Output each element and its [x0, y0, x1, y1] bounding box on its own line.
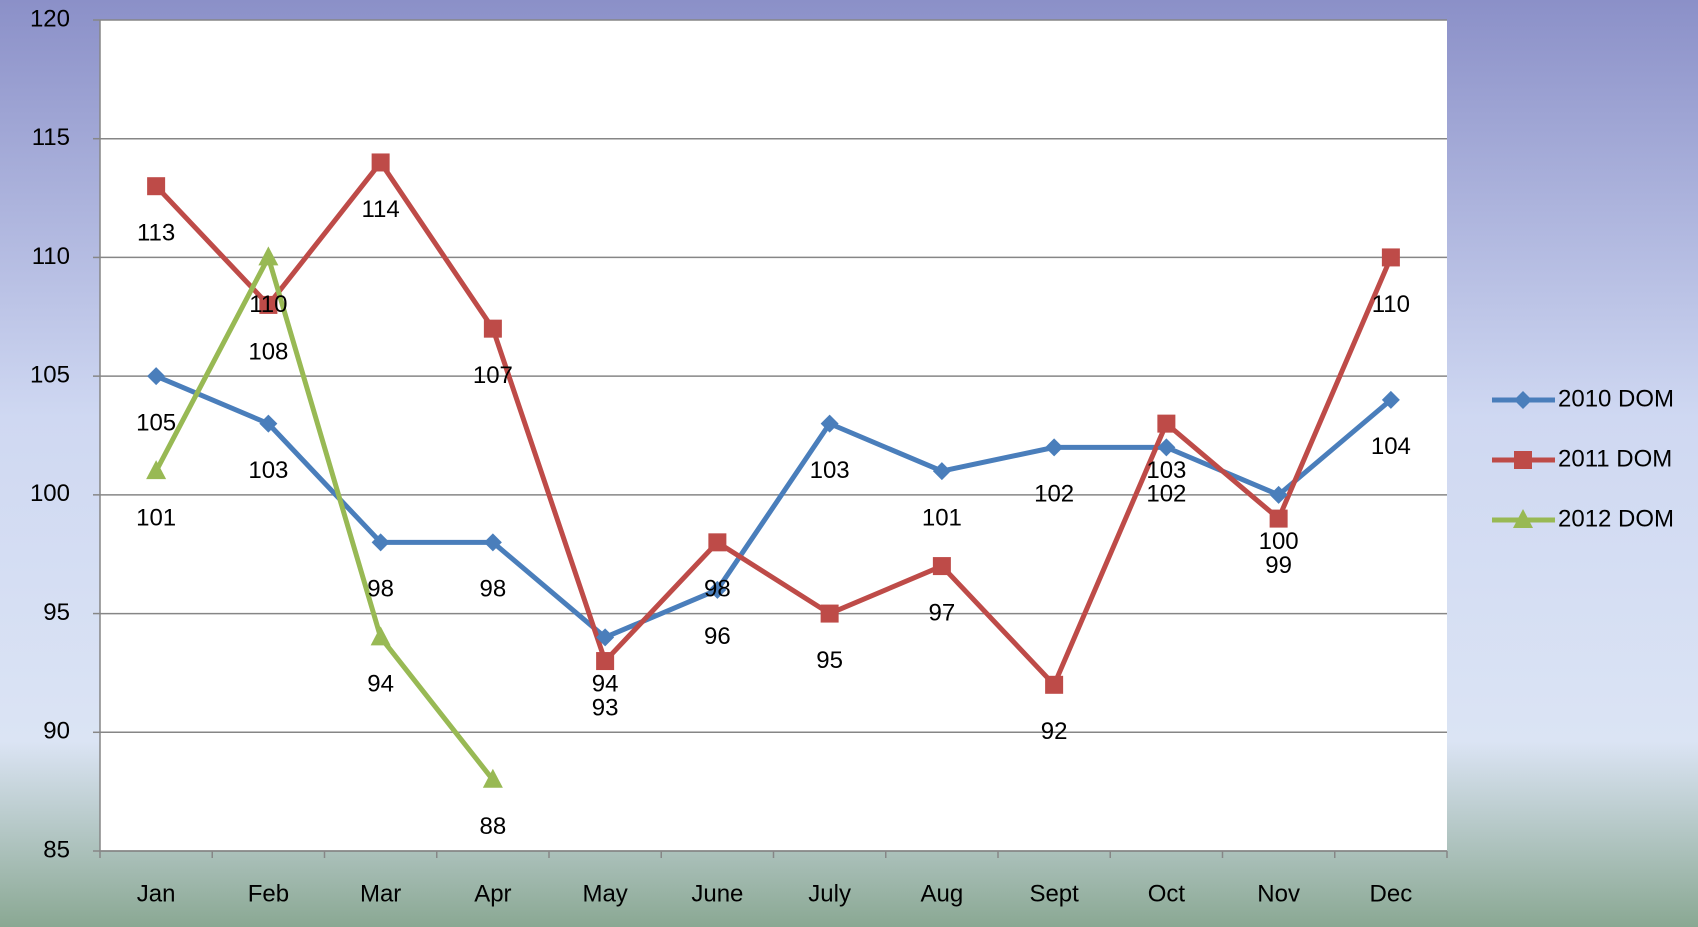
data-point [483, 319, 502, 338]
data-label: 95 [816, 647, 843, 674]
x-tick-label: Oct [1148, 880, 1186, 907]
data-point [371, 153, 390, 172]
data-label: 94 [592, 671, 619, 698]
x-tick-label: Feb [248, 880, 289, 907]
data-point [1269, 509, 1288, 528]
data-label: 92 [1041, 718, 1068, 745]
legend-label: 2012 DOM [1558, 505, 1674, 532]
data-point [147, 177, 166, 196]
data-point [370, 626, 391, 646]
data-point [1045, 438, 1064, 457]
data-label: 98 [367, 576, 394, 603]
data-point [1045, 675, 1064, 694]
data-label: 105 [136, 409, 176, 436]
data-label: 110 [1372, 291, 1410, 318]
y-tick-label: 85 [43, 836, 70, 863]
data-point [820, 414, 839, 433]
data-point [482, 768, 503, 788]
legend-marker [1514, 391, 1532, 409]
data-point [147, 367, 166, 386]
data-label: 113 [137, 220, 175, 247]
data-point [1381, 390, 1400, 409]
data-label: 103 [1146, 457, 1186, 484]
plot-area [100, 20, 1447, 851]
data-point [932, 462, 951, 481]
x-tick-label: June [691, 880, 743, 907]
data-point [708, 533, 727, 552]
data-label: 88 [480, 813, 507, 840]
data-point [932, 557, 951, 576]
data-label: 101 [922, 504, 962, 531]
data-point [820, 604, 839, 623]
data-point [259, 414, 278, 433]
y-tick-label: 110 [32, 243, 70, 270]
series-line [155, 373, 1393, 640]
x-tick-label: Aug [921, 880, 964, 907]
data-label: 107 [473, 362, 513, 389]
data-point [259, 295, 278, 314]
data-point [596, 628, 615, 647]
data-point [1381, 248, 1400, 267]
data-point [1157, 438, 1176, 457]
x-tick-label: Nov [1257, 880, 1300, 907]
data-label: 94 [367, 671, 394, 698]
data-label: 102 [1034, 481, 1074, 508]
series-line [154, 159, 1394, 688]
data-point [258, 246, 279, 266]
x-tick-label: May [582, 880, 627, 907]
data-point [708, 580, 727, 599]
data-label: 100 [1259, 528, 1299, 555]
data-point [371, 533, 390, 552]
data-point [1157, 414, 1176, 433]
data-label: 98 [704, 576, 731, 603]
y-tick-label: 95 [43, 599, 70, 626]
data-label: 103 [248, 457, 288, 484]
x-tick-label: Mar [360, 880, 401, 907]
y-tick-label: 115 [32, 124, 70, 151]
data-point [1269, 485, 1288, 504]
data-point [596, 652, 615, 671]
data-label: 104 [1371, 433, 1411, 460]
data-label: 110 [249, 291, 287, 318]
legend-marker [1513, 509, 1533, 528]
x-tick-label: Dec [1370, 880, 1413, 907]
y-tick-label: 90 [43, 718, 70, 745]
x-tick-label: Sept [1029, 880, 1079, 907]
y-tick-label: 105 [30, 361, 70, 388]
data-label: 101 [136, 504, 176, 531]
legend-marker [1514, 451, 1532, 469]
data-label: 98 [480, 576, 507, 603]
legend-label: 2011 DOM [1558, 445, 1672, 472]
y-tick-label: 100 [30, 480, 70, 507]
data-label: 99 [1265, 552, 1292, 579]
data-label: 108 [248, 338, 288, 365]
x-tick-label: Apr [474, 880, 511, 907]
data-label: 103 [810, 457, 850, 484]
x-tick-label: July [808, 880, 851, 907]
legend-label: 2010 DOM [1558, 385, 1674, 412]
data-point [483, 533, 502, 552]
x-tick-label: Jan [137, 880, 176, 907]
data-label: 114 [361, 196, 399, 223]
data-label: 102 [1146, 481, 1186, 508]
data-label: 93 [592, 694, 619, 721]
data-label: 97 [929, 599, 956, 626]
data-point [146, 460, 167, 480]
data-label: 96 [704, 623, 731, 650]
series-line [153, 254, 495, 782]
y-tick-label: 120 [30, 5, 70, 32]
